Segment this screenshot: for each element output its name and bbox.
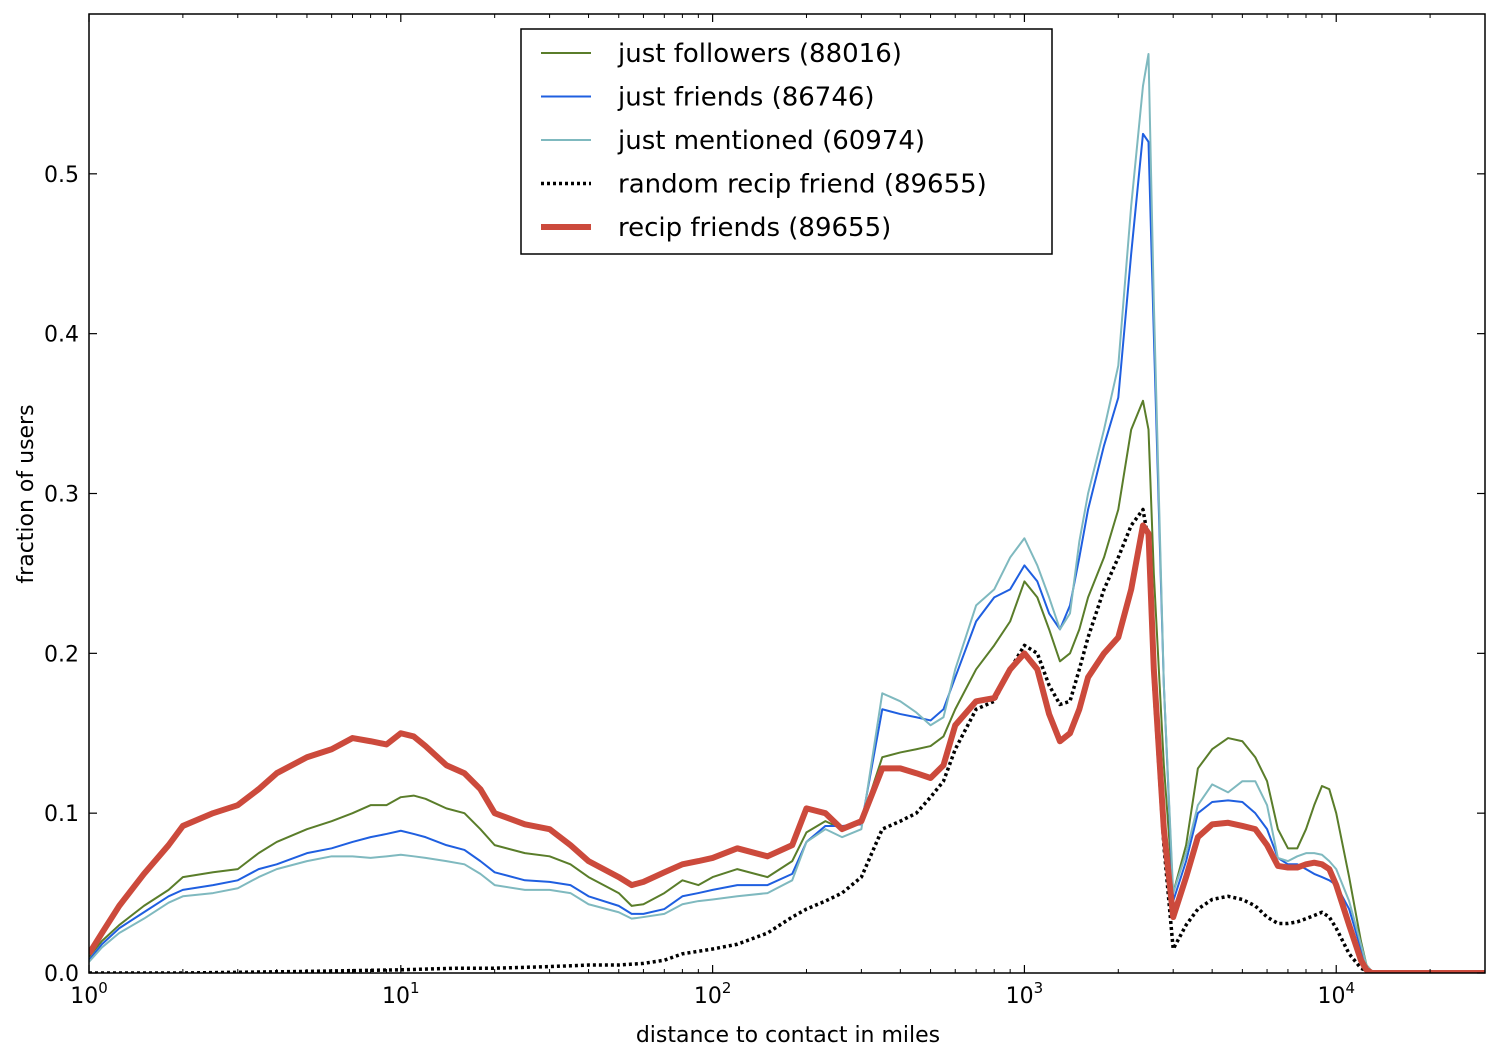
plot-area <box>89 52 1485 973</box>
series-line-4 <box>89 507 1485 973</box>
y-tick-label: 0.3 <box>44 483 79 508</box>
x-tick-label: 100 <box>70 979 108 1009</box>
series-line-2 <box>89 132 1485 973</box>
legend-label-5: recip friends (89655) <box>618 213 891 243</box>
y-axis-label: fraction of users <box>14 404 39 583</box>
y-tick-label: 0.4 <box>44 323 79 348</box>
legend-box <box>520 28 1053 255</box>
series-line-3 <box>89 52 1485 973</box>
legend-label-1: just followers (88016) <box>617 39 902 69</box>
series-lines <box>89 52 1485 973</box>
legend: just followers (88016) just friends (8674… <box>520 28 1053 255</box>
x-tick-label: 101 <box>382 979 420 1009</box>
x-tick-label: 103 <box>1006 979 1044 1009</box>
y-tick-label: 0.2 <box>44 642 79 667</box>
series-line-5 <box>89 522 1485 973</box>
x-tick-label: 102 <box>694 979 732 1009</box>
series-line-1 <box>89 399 1485 973</box>
legend-label-2: just friends (86746) <box>617 83 875 113</box>
x-tick-label: 104 <box>1317 979 1355 1009</box>
x-axis-label: distance to contact in miles <box>636 1023 940 1048</box>
legend-label-4: random recip friend (89655) <box>618 170 987 200</box>
y-tick-label: 0.5 <box>44 163 79 188</box>
y-tick-label: 0.0 <box>44 962 79 987</box>
legend-label-3: just mentioned (60974) <box>617 126 925 156</box>
y-tick-label: 0.1 <box>44 802 79 827</box>
axes: 0.0 0.1 0.2 0.3 0.4 0.5 100 101 102 103 104 <box>44 13 1486 1009</box>
